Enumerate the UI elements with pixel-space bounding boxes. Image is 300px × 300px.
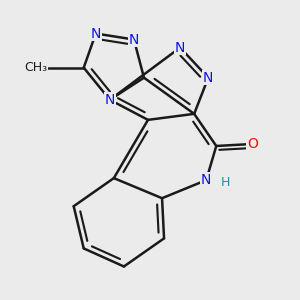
Text: N: N — [203, 71, 213, 85]
Text: O: O — [247, 137, 258, 151]
Text: N: N — [105, 93, 115, 107]
Text: N: N — [91, 26, 101, 40]
Text: CH₃: CH₃ — [25, 61, 48, 74]
Text: N: N — [201, 173, 211, 187]
Text: H: H — [220, 176, 230, 189]
Text: N: N — [175, 40, 185, 55]
Text: N: N — [129, 32, 139, 46]
